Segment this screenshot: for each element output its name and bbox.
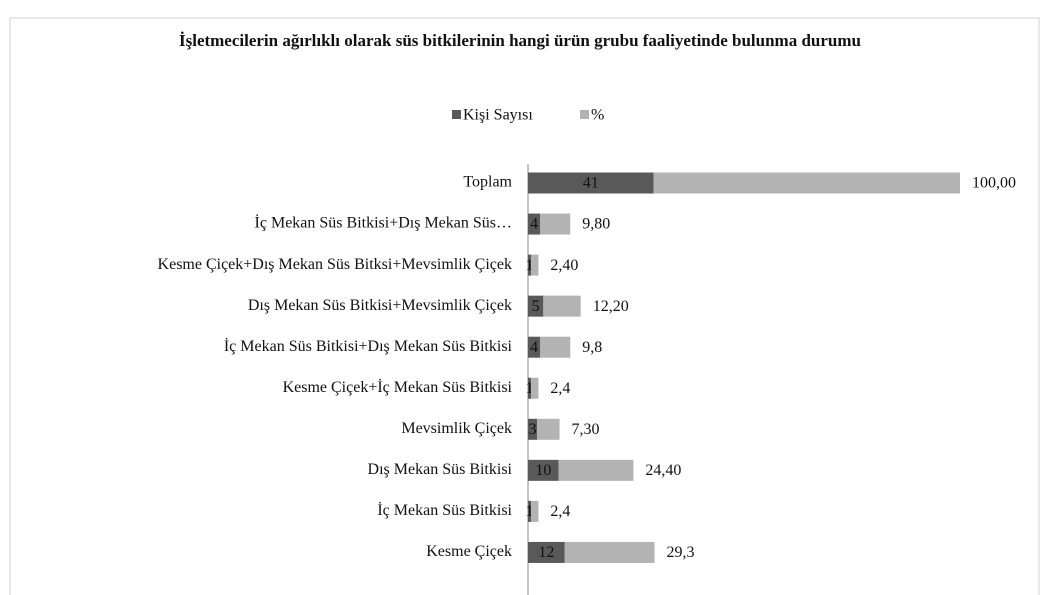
bar-segment [531,500,539,522]
bar-segment [531,254,539,276]
data-label: 9,80 [582,216,610,233]
data-label: 41 [583,175,599,192]
data-label: 7,30 [572,421,600,438]
bar-segment [528,295,544,317]
legend-label: Kişi Sayısı [463,107,533,124]
data-label: 2,4 [550,503,570,520]
y-tick-label: Dış Mekan Süs Bitkisi+Mevsimlik Çiçek [248,297,512,314]
bar-segment [528,213,541,235]
bar-segment [528,418,538,440]
bar-segment [528,172,654,194]
y-tick-label: İç Mekan Süs Bitkisi+Dış Mekan Süs… [255,214,512,232]
bar-segment [531,377,539,399]
data-label: 12 [538,544,554,561]
data-label: 100,00 [972,175,1016,192]
data-label: 12,20 [593,298,629,315]
bar-segment [564,541,655,563]
legend-label: % [591,107,604,124]
bar-segment [540,213,571,235]
bar-segment [653,172,960,194]
data-label: 4 [530,216,538,233]
bar-segment [528,500,532,522]
chart-frame [9,17,1040,595]
bar-segment [537,418,560,440]
data-label: 2,4 [550,380,570,397]
data-label: 24,40 [645,462,681,479]
data-label: 29,3 [667,544,695,561]
data-label: 1 [526,380,534,397]
data-label: 4 [530,339,538,356]
data-label: 1 [526,257,534,274]
data-label: 10 [535,462,551,479]
bar-segment [528,541,565,563]
data-label: 5 [532,298,540,315]
bar-segment [528,254,532,276]
data-label: 2,40 [550,257,578,274]
y-tick-label: Kesme Çiçek+İç Mekan Süs Bitkisi [283,378,513,396]
data-label: 9,8 [582,339,602,356]
bar-segment [528,459,559,481]
legend-swatch [580,110,589,119]
y-tick-label: İç Mekan Süs Bitkisi [377,501,512,519]
y-tick-label: Toplam [463,174,512,191]
y-tick-label: Dış Mekan Süs Bitkisi [368,461,513,478]
y-tick-label: İç Mekan Süs Bitkisi+Dış Mekan Süs Bitki… [224,337,513,355]
data-label: 1 [526,503,534,520]
bar-segment [558,459,634,481]
data-label: 3 [529,421,537,438]
bar-segment [540,336,571,358]
y-tick-label: Kesme Çiçek+Dış Mekan Süs Bitksi+Mevsiml… [158,256,512,273]
bar-segment [543,295,581,317]
y-tick-label: Mevsimlik Çiçek [401,420,512,437]
chart-title: İşletmecilerin ağırlıklı olarak süs bitk… [178,31,861,50]
bar-segment [528,377,532,399]
bar-segment [528,336,541,358]
y-tick-label: Kesme Çiçek [426,543,512,560]
legend-swatch [452,110,461,119]
